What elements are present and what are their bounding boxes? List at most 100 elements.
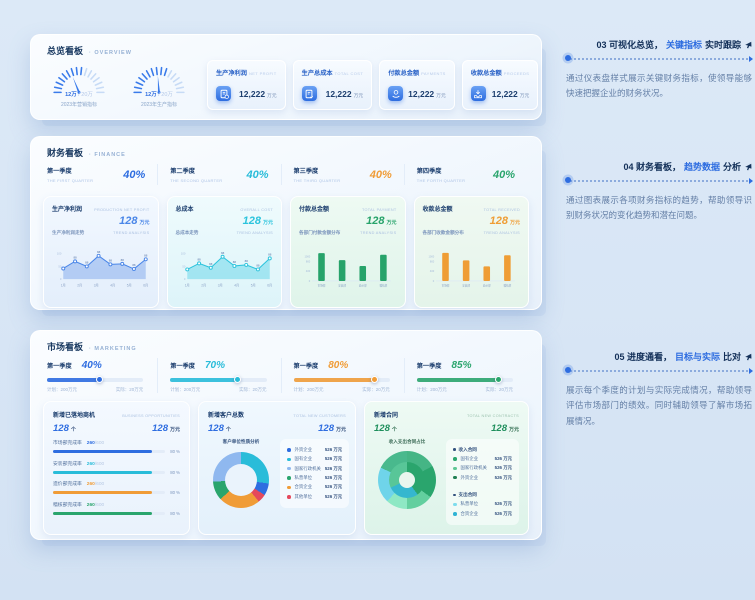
note-title: 05 进度通看， 目标与实际 比对: [566, 350, 752, 363]
quarter-name-en: THE FORTH QUARTER: [416, 178, 466, 183]
svg-text:88: 88: [256, 264, 260, 268]
overall-cost-trend-line-chart: 100 50 0 1月 2月 3月 4月 5月 6月 88 88 88 88 88 88 88: [180, 251, 271, 288]
marketing-cards: 新增已落地商机 BUSINESS OPPORTUNITIES 128 个 128 万元…: [43, 400, 529, 535]
progress-legend: 计划：200万元 实际：20万元: [417, 387, 513, 393]
legend-value: 526 万元: [324, 493, 343, 499]
chart-card-value: 128 万元: [366, 215, 397, 227]
legend-item: 私营单位 526 万元: [453, 501, 512, 507]
gauge-marketing-label: 2023年营销指标: [60, 102, 98, 108]
row-percent: 80 %: [170, 469, 180, 475]
chart-card-unit: 万元: [139, 220, 150, 226]
gauge-production: 12万 / 20万 2023年生产指标: [121, 62, 197, 108]
card-title: 新增已落地商机: [53, 412, 96, 419]
chart-card-title-en: OVERALL COST: [240, 208, 273, 212]
count-unit: 个: [225, 426, 231, 433]
progress-pin-icon: [371, 376, 379, 383]
customer-type-donut-chart: [213, 451, 269, 508]
quarter-percent: 40%: [123, 168, 146, 181]
separator-arrow-icon: [749, 178, 753, 184]
donut-chart-label: 客户单位性质分析: [222, 438, 260, 444]
legend-value: 526 万元: [494, 455, 512, 461]
dept-label: 稽核部完成率: [53, 502, 82, 508]
svg-text:5月: 5月: [127, 284, 132, 288]
legend-item: 国家行政机关 526 万元: [287, 466, 342, 472]
ratio-den: /600: [94, 502, 105, 508]
row-bar: 80 %: [53, 511, 180, 516]
overview-subtitle: · OVERVIEW: [89, 50, 132, 56]
donut-hole: [225, 463, 257, 496]
progress-head: 第一季度 80%: [294, 360, 390, 371]
pie-chart-label: 收入支出合同占比: [388, 438, 426, 444]
gauge-value: 12万: [145, 92, 157, 98]
legend-dot-icon: [453, 457, 457, 461]
bar-fill: [53, 450, 152, 453]
payment-hand-icon: [388, 86, 404, 101]
chart-sub-title: 各部门付款金额分布: [299, 230, 341, 235]
legend-value: 526 万元: [494, 465, 512, 471]
quarter-stat-q4: 第四季度 THE FORTH QUARTER 40%: [403, 164, 527, 185]
amount-value: 128 万元: [491, 422, 519, 434]
metric-unit: 万元: [353, 93, 364, 99]
metric-unit: 万元: [267, 93, 277, 99]
legend-value: 526 万元: [324, 465, 343, 471]
card-counts: 128 个 128 万元: [208, 423, 346, 434]
svg-text:4月: 4月: [110, 284, 115, 288]
svg-text:市场部: 市场部: [441, 284, 449, 288]
marketing-subtitle: · MARKETING: [89, 346, 137, 352]
quarter-name: 第二季度: [170, 168, 195, 175]
marketing-panel: 市场看板 · MARKETING 第一季度 40% 计划：200万元 实际：20万元…: [30, 330, 542, 540]
legend-value: 526 万元: [494, 474, 512, 480]
gauge-marketing-dial-icon: [53, 66, 105, 94]
legend-spacer: [453, 484, 512, 489]
quarter-stats-row: 第一季度 THE FIRST QUARTER 40% 第二季度 THE SECOND…: [45, 164, 527, 189]
svg-text:市场部: 市场部: [318, 284, 326, 288]
svg-text:0: 0: [183, 277, 185, 281]
progress-track: [416, 376, 513, 383]
note-body: 展示每个季度的计划与实际完成情况，帮助领导评估市场部门的绩效。同时辅助领导了解市…: [566, 385, 752, 426]
card-counts: 128 个 128 万元: [53, 423, 180, 434]
note-title: 04 财务看板， 趋势数据 分析: [566, 160, 752, 173]
plan-label: 计划：200万元: [47, 386, 78, 392]
progress-head: 第一季度 70%: [170, 360, 266, 371]
chart-card-title: 总成本: [175, 207, 194, 213]
separator-arrow-icon: [749, 56, 753, 62]
svg-text:5月: 5月: [250, 284, 255, 288]
progress-percent: 80%: [328, 360, 349, 371]
plan-label: 计划：200万元: [170, 386, 201, 392]
count-value: 128 个: [53, 422, 76, 434]
svg-text:88: 88: [209, 262, 213, 266]
bar-track: [53, 491, 166, 494]
pie-hole: [399, 471, 415, 488]
progress-legend: 计划：200万元 实际：20万元: [294, 387, 390, 393]
dept-completion-row: 安装部完成率 260/600 80 %: [53, 460, 180, 475]
progress-fill: [170, 378, 238, 382]
card-head: 新增客户总数 TOTAL NEW CUSTOMERS: [208, 410, 346, 419]
row-head: 造价部完成率 260/600: [53, 480, 180, 487]
svg-text:1月: 1月: [61, 284, 66, 288]
plan-label: 计划：200万元: [293, 386, 324, 392]
quarter-stat-q3: 第三季度 THE THIRD QUARTER 40%: [280, 164, 404, 185]
receive-tray-icon: [470, 86, 486, 101]
legend-dot-icon: [453, 502, 457, 507]
legend-dot-icon: [287, 448, 291, 452]
chart-card-head: 付款总金额 TOTAL PAYMENT: [299, 204, 397, 213]
row-percent: 80 %: [170, 490, 180, 495]
legend-item: 国家行政机关 526 万元: [453, 465, 512, 471]
quarter-stat-q2: 第二季度 THE SECOND QUARTER 40%: [157, 164, 280, 185]
dept-label: 市场部完成率: [53, 441, 82, 446]
chart-card-head: 收款总金额 TOTAL RECEIVED: [423, 204, 521, 213]
svg-text:2月: 2月: [77, 284, 82, 288]
quarter-percent: 40%: [369, 168, 392, 181]
legend-dot-icon: [453, 475, 457, 480]
legend-value: 526 万元: [324, 475, 343, 481]
group-name: 收入合同: [458, 446, 477, 452]
row-head: 稽核部完成率 260/600: [53, 501, 180, 508]
progress-percent: 85%: [451, 360, 472, 371]
dept-completion-row: 市场部完成率 260/600 80 %: [53, 439, 180, 454]
svg-text:88: 88: [85, 261, 89, 265]
chart-card-overall-cost: 总成本 OVERALL COST 128 万元 总成本走势 TREND ANALYSI…: [166, 196, 282, 308]
finance-subtitle: · FINANCE: [89, 152, 126, 158]
svg-text:0: 0: [432, 279, 434, 283]
svg-text:1000: 1000: [428, 255, 434, 259]
